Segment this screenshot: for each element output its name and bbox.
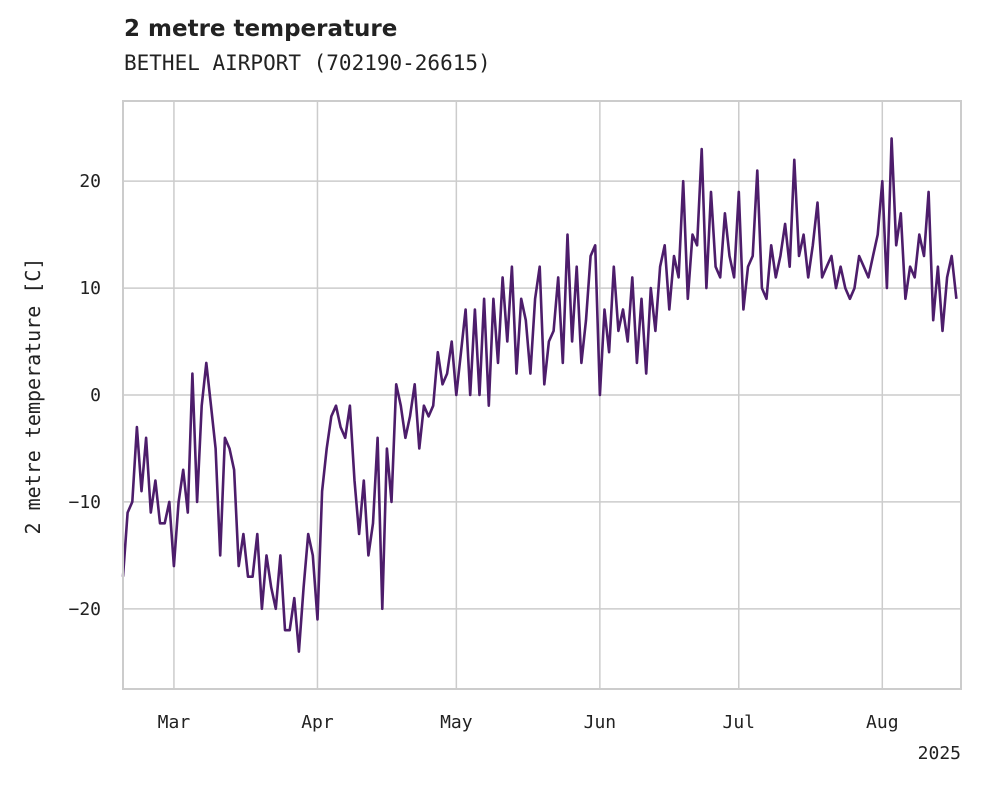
y-axis-ticks: −20 −10 0 10 20 <box>68 171 101 620</box>
x-tick-label: Jun <box>584 712 617 733</box>
x-tick-label: Aug <box>866 712 899 733</box>
x-axis-ticks: Mar Apr May Jun Jul Aug <box>158 712 899 733</box>
grid-lines <box>123 101 961 689</box>
series-layer <box>121 137 958 653</box>
x-tick-label: Apr <box>301 712 334 733</box>
plot-frame <box>122 100 962 690</box>
y-tick-label: −20 <box>68 599 101 620</box>
x-tick-label: Mar <box>158 712 191 733</box>
y-tick-label: 10 <box>79 278 101 299</box>
x-axis-offset-label: 2025 <box>918 743 961 764</box>
y-tick-label: −10 <box>68 492 101 513</box>
y-tick-label: 20 <box>79 171 101 192</box>
y-axis-label: 2 metre temperature [C] <box>21 258 45 535</box>
x-tick-label: May <box>440 712 473 733</box>
temperature-series-line <box>121 137 958 653</box>
chart-title: 2 metre temperature <box>124 16 398 42</box>
y-tick-label: 0 <box>90 385 101 406</box>
x-tick-label: Jul <box>723 712 756 733</box>
chart-subtitle: BETHEL AIRPORT (702190-26615) <box>124 51 491 75</box>
